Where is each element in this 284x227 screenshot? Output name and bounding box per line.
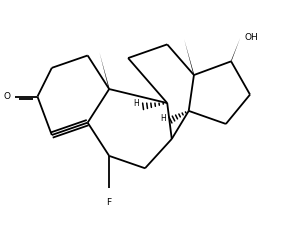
Text: H: H xyxy=(133,99,139,108)
Polygon shape xyxy=(99,52,110,89)
Text: OH: OH xyxy=(244,33,258,42)
Text: F: F xyxy=(106,198,112,207)
Polygon shape xyxy=(184,39,194,75)
Text: O: O xyxy=(3,92,10,101)
Text: H: H xyxy=(160,114,166,123)
Polygon shape xyxy=(231,38,240,62)
